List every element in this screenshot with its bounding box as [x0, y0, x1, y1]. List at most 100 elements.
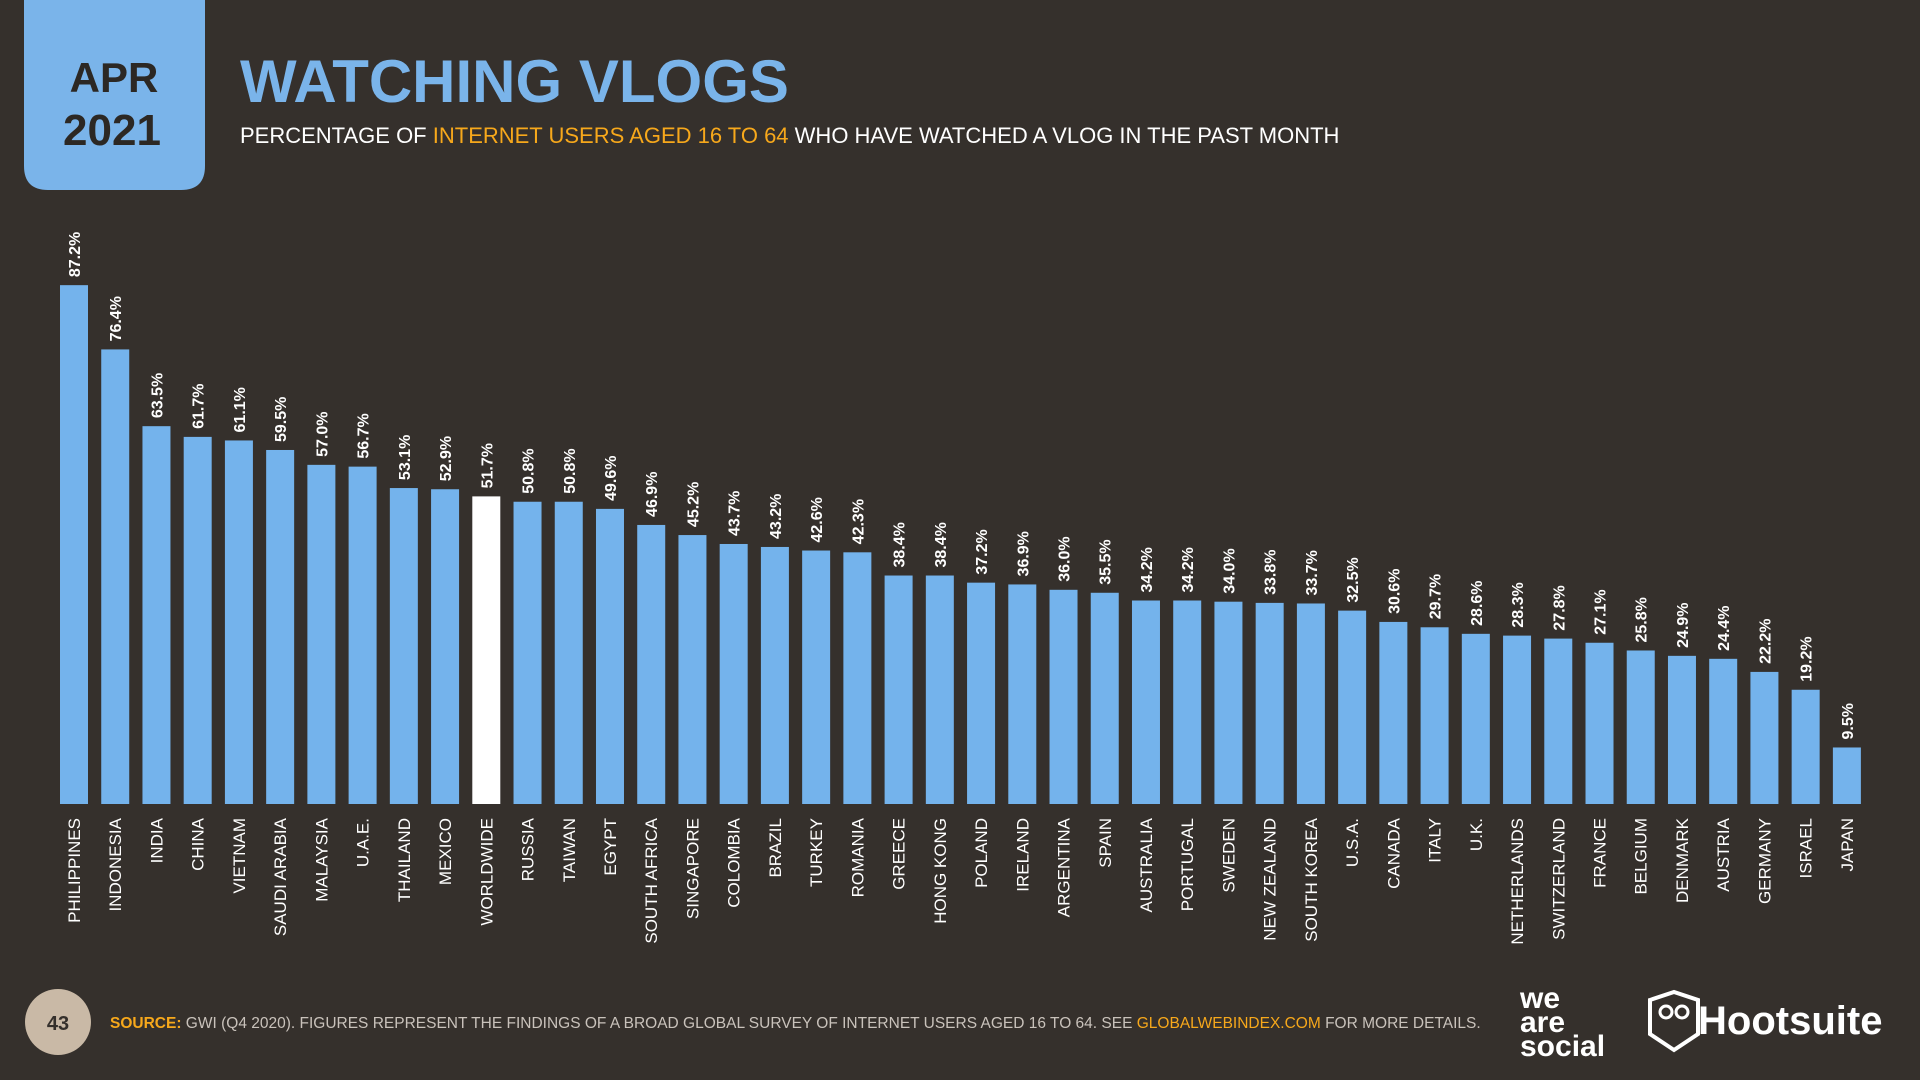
page-badge [25, 989, 91, 1055]
bar [431, 489, 460, 804]
bar [1585, 642, 1614, 804]
bar [1296, 603, 1325, 804]
x-tick-label: HONG KONG [931, 818, 950, 924]
x-tick-label: SWITZERLAND [1549, 818, 1568, 940]
bar [224, 440, 253, 804]
x-tick-label: BELGIUM [1632, 818, 1651, 895]
bar-chart: 87.2% PHILIPPINES 76.4% INDONESIA 63.5% INDIA… [60, 232, 1861, 945]
bar [1626, 650, 1655, 804]
value-label: 76.4% [108, 296, 125, 341]
x-tick-label: TURKEY [807, 818, 826, 887]
x-tick-label: RUSSIA [519, 817, 538, 881]
chart-title: WATCHING VLOGS [240, 48, 789, 115]
bar [1214, 601, 1243, 804]
value-label: 42.3% [850, 499, 867, 544]
x-tick-label: IRELAND [1013, 818, 1032, 892]
value-label: 35.5% [1098, 539, 1115, 584]
bar [1667, 655, 1696, 804]
x-tick-label: POLAND [972, 818, 991, 888]
bar [802, 550, 831, 804]
logo-line: are [1520, 1006, 1565, 1039]
x-tick-label: VIETNAM [230, 818, 249, 894]
value-label: 22.2% [1757, 619, 1774, 664]
value-label: 27.1% [1593, 589, 1610, 634]
value-label: 63.5% [149, 373, 166, 418]
source-text: GWI (Q4 2020). FIGURES REPRESENT THE FIN… [186, 1015, 1133, 1032]
value-label: 52.9% [438, 436, 455, 481]
page-number: 43 [47, 1013, 69, 1035]
bar [884, 575, 913, 804]
x-tick-label: SPAIN [1096, 818, 1115, 868]
bar [183, 436, 212, 804]
x-tick-label: CANADA [1384, 817, 1403, 889]
x-tick-label: PHILIPPINES [65, 818, 84, 923]
value-label: 43.2% [768, 494, 785, 539]
x-tick-label: DENMARK [1673, 817, 1692, 903]
badge-year: 2021 [63, 106, 161, 155]
x-tick-label: AUSTRIA [1714, 817, 1733, 891]
x-tick-label: ISRAEL [1797, 818, 1816, 878]
value-label: 24.9% [1675, 602, 1692, 647]
x-tick-label: U.K. [1467, 818, 1486, 851]
value-label: 33.8% [1263, 550, 1280, 595]
value-label: 32.5% [1345, 557, 1362, 602]
x-tick-label: NEW ZEALAND [1261, 818, 1280, 941]
x-tick-label: COLOMBIA [725, 817, 744, 907]
bar [348, 466, 377, 804]
bar [101, 349, 130, 804]
x-tick-label: MALAYSIA [312, 817, 331, 901]
x-tick-label: GREECE [890, 818, 909, 890]
x-tick-label: INDIA [147, 817, 166, 863]
subtitle-part: PERCENTAGE OF [240, 123, 427, 148]
bar [60, 285, 88, 804]
value-label: 9.5% [1840, 703, 1857, 739]
bar [678, 535, 707, 804]
owl-eye [1658, 1004, 1674, 1020]
x-tick-label: JAPAN [1838, 818, 1857, 872]
value-label: 24.4% [1716, 605, 1733, 650]
value-label: 87.2% [67, 232, 84, 277]
bar [1090, 592, 1119, 804]
subtitle-part: WHO HAVE WATCHED A VLOG IN THE PAST MONT… [795, 123, 1340, 148]
value-label: 34.0% [1221, 548, 1238, 593]
value-label: 38.4% [933, 522, 950, 567]
value-label: 25.8% [1634, 597, 1651, 642]
subtitle-highlight: INTERNET USERS AGED 16 TO 64 [433, 123, 789, 148]
value-label: 36.9% [1015, 531, 1032, 576]
bar [1544, 638, 1573, 804]
value-label: 61.1% [232, 387, 249, 432]
bar [925, 575, 954, 804]
x-tick-label: PORTUGAL [1178, 818, 1197, 911]
value-label: 46.9% [644, 472, 661, 517]
bar [1379, 621, 1408, 804]
x-tick-label: ARGENTINA [1055, 817, 1074, 917]
value-label: 51.7% [479, 443, 496, 488]
value-label: 33.7% [1304, 550, 1321, 595]
bar [1008, 584, 1037, 804]
bar [967, 582, 996, 804]
owl-icon [1648, 989, 1700, 1053]
value-label: 37.2% [974, 529, 991, 574]
value-label: 57.0% [314, 411, 331, 456]
value-label: 50.8% [521, 448, 538, 493]
subtitle: PERCENTAGE OF INTERNET USERS AGED 16 TO … [240, 123, 1339, 148]
x-tick-label: WORLDWIDE [477, 818, 496, 926]
x-tick-label: FRANCE [1591, 818, 1610, 888]
logo-hootsuite: Hootsuite [1698, 999, 1882, 1043]
x-tick-label: U.A.E. [354, 818, 373, 867]
bar [1255, 602, 1284, 804]
source-note: SOURCE: GWI (Q4 2020). FIGURES REPRESENT… [110, 1015, 1481, 1032]
source-link: GLOBALWEBINDEX.COM [1137, 1015, 1321, 1032]
x-tick-label: CHINA [189, 817, 208, 871]
value-label: 36.0% [1057, 536, 1074, 581]
bar [389, 488, 418, 804]
bar [1338, 610, 1367, 804]
x-tick-label: MEXICO [436, 818, 455, 885]
bar [1832, 747, 1861, 804]
bar [266, 449, 295, 804]
x-tick-label: BRAZIL [766, 818, 785, 878]
value-label: 61.7% [191, 384, 208, 429]
value-label: 59.5% [273, 397, 290, 442]
